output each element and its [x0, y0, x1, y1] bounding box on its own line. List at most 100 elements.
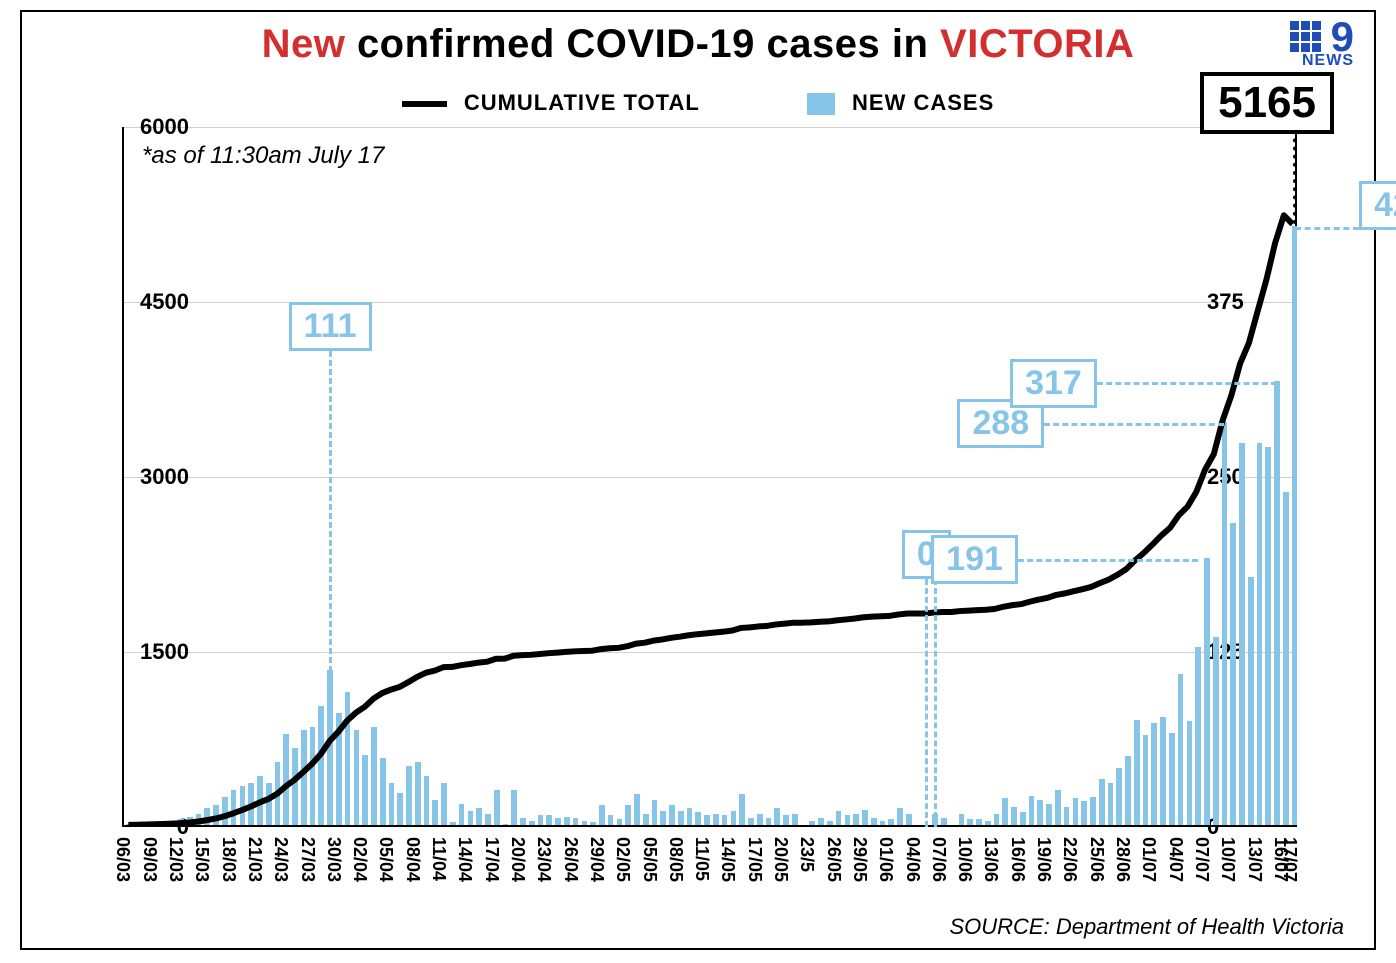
bar: [406, 766, 412, 825]
bar: [1283, 492, 1289, 825]
callout-leader-vertical: [925, 579, 928, 828]
bar: [783, 815, 789, 825]
bar: [617, 819, 623, 825]
bar: [731, 811, 737, 825]
legend-line-swatch: [402, 101, 447, 107]
legend-newcases-label: NEW CASES: [852, 90, 994, 115]
cumulative-dotted-extension: [1293, 122, 1297, 224]
logo-news-text: NEWS: [1289, 52, 1354, 70]
x-tick: 07/06: [928, 837, 949, 882]
bar: [1002, 798, 1008, 825]
bar: [204, 808, 210, 825]
x-tick: 09/03: [139, 837, 160, 882]
bar: [494, 790, 500, 825]
bar: [275, 762, 281, 825]
bar: [529, 821, 535, 825]
bar: [906, 814, 912, 825]
bar: [1222, 422, 1228, 825]
title-row: New confirmed COVID-19 cases in VICTORIA…: [22, 12, 1374, 72]
bar: [1257, 443, 1263, 825]
bar: [143, 822, 149, 825]
chart-title: New confirmed COVID-19 cases in VICTORIA: [262, 22, 1135, 67]
x-tick: 25/06: [1086, 837, 1107, 882]
bar: [432, 800, 438, 825]
bar: [1143, 735, 1149, 825]
cumulative-total-callout: 5165: [1200, 72, 1334, 134]
bar: [1090, 797, 1096, 825]
bar: [660, 811, 666, 825]
bar: [555, 818, 561, 825]
bar: [485, 814, 491, 825]
bar: [266, 783, 272, 825]
bar: [1178, 674, 1184, 825]
x-tick: 21/03: [244, 837, 265, 882]
bar: [389, 783, 395, 825]
bar: [450, 822, 456, 825]
bar: [1239, 443, 1245, 825]
bar: [643, 814, 649, 825]
bar: [538, 815, 544, 825]
bar: [845, 815, 851, 825]
legend-cumulative: CUMULATIVE TOTAL: [402, 90, 700, 116]
bar: [1046, 804, 1052, 825]
x-tick: 05/04: [375, 837, 396, 882]
bar: [520, 818, 526, 825]
x-tick: 29/04: [586, 837, 607, 882]
bar: [213, 805, 219, 825]
bar: [1073, 798, 1079, 825]
x-tick: 27/03: [297, 837, 318, 882]
bar: [880, 821, 886, 825]
bar: [1011, 807, 1017, 825]
logo-nine: 9: [1331, 20, 1354, 54]
bar: [1029, 796, 1035, 825]
bar: [695, 812, 701, 825]
bar: [888, 819, 894, 825]
bar: [511, 790, 517, 825]
x-tick: 20/05: [770, 837, 791, 882]
legend-newcases: NEW CASES: [807, 90, 994, 116]
bar: [1230, 523, 1236, 825]
bar: [178, 819, 184, 825]
x-tick: 18/03: [218, 837, 239, 882]
x-tick: 10/06: [954, 837, 975, 882]
x-tick: 26/05: [823, 837, 844, 882]
bar: [1204, 558, 1210, 825]
plot-area: 1110191288317428: [122, 127, 1297, 827]
bar: [222, 797, 228, 825]
x-tick: 28/06: [1112, 837, 1133, 882]
bar: [1081, 801, 1087, 825]
bar: [424, 776, 430, 825]
x-tick: 01/06: [875, 837, 896, 882]
x-tick: 29/05: [849, 837, 870, 882]
as-of-note: *as of 11:30am July 17: [142, 142, 384, 170]
x-tick: 22/06: [1059, 837, 1080, 882]
bar: [687, 808, 693, 825]
bar: [231, 790, 237, 825]
bar: [994, 814, 1000, 825]
bar: [827, 821, 833, 825]
bar: [301, 730, 307, 825]
bar: [1108, 783, 1114, 825]
bar: [380, 758, 386, 825]
bar: [766, 818, 772, 825]
x-tick: 04/07: [1165, 837, 1186, 882]
x-tick: 07/07: [1191, 837, 1212, 882]
bar: [818, 818, 824, 825]
bar: [976, 819, 982, 825]
bar: [1160, 717, 1166, 825]
bar: [590, 822, 596, 825]
x-tick: 17/07: [1279, 837, 1300, 882]
bar: [1195, 647, 1201, 825]
x-tick: 13/07: [1244, 837, 1265, 882]
bar: [336, 713, 342, 825]
bar: [126, 824, 132, 825]
x-tick: 16/06: [1007, 837, 1028, 882]
bar: [1265, 447, 1271, 825]
bar: [985, 821, 991, 825]
title-word-new: New: [262, 22, 346, 66]
bar: [169, 821, 175, 825]
bar: [1064, 807, 1070, 825]
bar: [441, 783, 447, 825]
x-tick: 13/06: [980, 837, 1001, 882]
chart-container: New confirmed COVID-19 cases in VICTORIA…: [20, 10, 1376, 950]
